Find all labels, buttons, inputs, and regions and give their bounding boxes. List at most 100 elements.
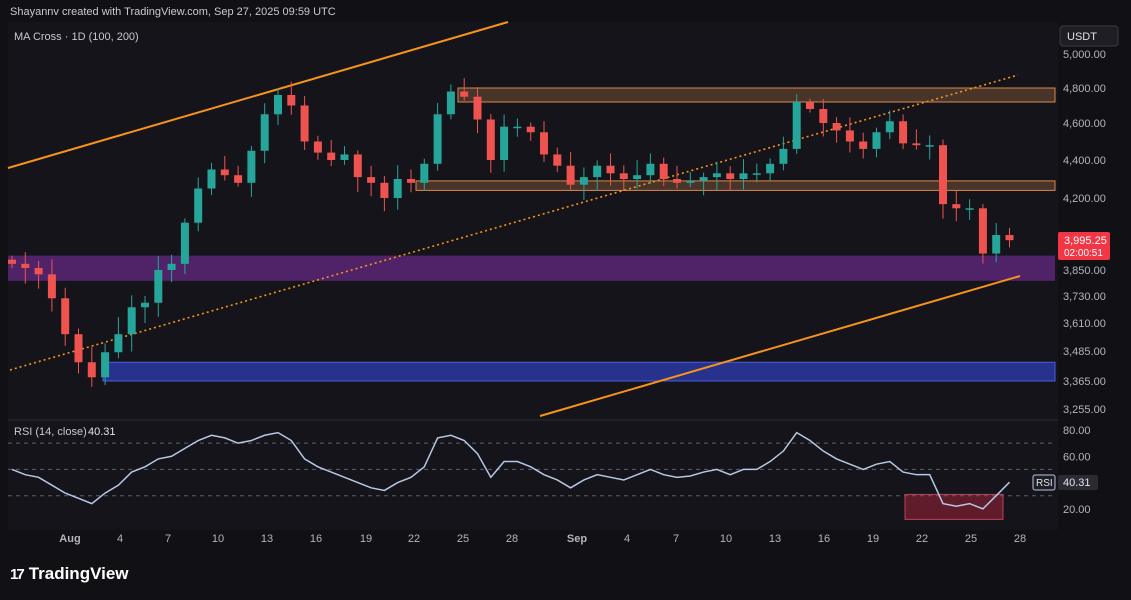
candle-body bbox=[779, 148, 788, 164]
price-tick-label: 3,255.00 bbox=[1063, 404, 1106, 416]
last-price-badge bbox=[1058, 232, 1110, 260]
candle-body bbox=[899, 121, 908, 144]
x-tick-label: 7 bbox=[673, 533, 679, 545]
candle-body bbox=[965, 208, 974, 210]
candle-body bbox=[579, 177, 588, 185]
support-zone-blue bbox=[102, 361, 1056, 382]
candle-body bbox=[673, 179, 681, 183]
candle-body bbox=[180, 222, 189, 264]
x-tick-label: 10 bbox=[720, 533, 732, 545]
x-tick-label: 16 bbox=[310, 533, 322, 545]
candle-body bbox=[540, 132, 548, 155]
candle-body bbox=[460, 91, 469, 97]
candle-body bbox=[633, 175, 642, 179]
x-tick-label: 13 bbox=[769, 533, 781, 545]
candle-body bbox=[832, 123, 841, 131]
x-tick-label: 10 bbox=[212, 533, 224, 545]
rsi-pane[interactable] bbox=[8, 422, 1058, 530]
rsi-tick-label: 60.00 bbox=[1063, 451, 1091, 463]
price-tick-label: 3,850.00 bbox=[1063, 265, 1106, 277]
candles-layer bbox=[8, 78, 1014, 387]
candle-body bbox=[327, 152, 336, 160]
rsi-line bbox=[11, 431, 1011, 510]
price-tick-label: 4,600.00 bbox=[1063, 118, 1106, 130]
candle-body bbox=[792, 102, 801, 149]
candle-body bbox=[712, 173, 721, 178]
price-scale[interactable] bbox=[1058, 22, 1131, 530]
candle-body bbox=[127, 307, 136, 335]
axis-layer: 5,000.00 4,800.00 4,600.00 4,400.00 4,200.00… bbox=[59, 49, 1106, 545]
candle-body bbox=[220, 169, 229, 176]
candle-body bbox=[513, 126, 522, 129]
price-tick-label: 3,730.00 bbox=[1063, 291, 1106, 303]
x-tick-label: 22 bbox=[408, 533, 420, 545]
candle-body bbox=[593, 165, 602, 178]
candle-body bbox=[500, 126, 509, 160]
candle-body bbox=[114, 334, 123, 353]
x-tick-label: 25 bbox=[965, 533, 977, 545]
x-tick-label: 13 bbox=[261, 533, 273, 545]
x-tick-label: Sep bbox=[567, 533, 587, 545]
candle-body bbox=[353, 154, 362, 178]
candle-body bbox=[739, 173, 748, 179]
candle-body bbox=[407, 179, 415, 183]
brand-name: TradingView bbox=[28, 564, 129, 583]
candle-body bbox=[646, 163, 655, 176]
candle-body bbox=[8, 259, 16, 264]
candle-body bbox=[486, 119, 495, 160]
x-tick-label: 16 bbox=[818, 533, 830, 545]
x-tick-label: 19 bbox=[867, 533, 879, 545]
x-tick-label: Aug bbox=[59, 533, 80, 545]
rsi-series-label: RSI bbox=[1036, 478, 1053, 489]
candle-body bbox=[872, 132, 881, 149]
candle-body bbox=[47, 274, 56, 299]
candle-body bbox=[287, 95, 296, 106]
candle-body bbox=[619, 173, 628, 179]
x-tick-label: 22 bbox=[916, 533, 928, 545]
candle-body bbox=[912, 143, 921, 146]
candle-body bbox=[300, 105, 309, 142]
candle-body bbox=[101, 352, 110, 378]
resistance-zone-upper bbox=[457, 87, 1056, 103]
rsi-layer bbox=[8, 431, 1055, 520]
x-tick-label: 28 bbox=[1014, 533, 1026, 545]
rsi-tick-label: 80.00 bbox=[1063, 425, 1091, 437]
tradingview-brand[interactable]: 17 TradingView bbox=[10, 564, 129, 584]
candle-body bbox=[726, 173, 735, 179]
candle-body bbox=[274, 95, 282, 115]
x-tick-label: 28 bbox=[506, 533, 518, 545]
candle-body bbox=[87, 362, 96, 378]
tradingview-logo-icon: 17 bbox=[10, 565, 25, 583]
candle-body bbox=[859, 141, 868, 149]
candle-body bbox=[313, 141, 322, 153]
x-tick-label: 19 bbox=[360, 533, 372, 545]
candle-body bbox=[247, 150, 256, 183]
price-pane[interactable] bbox=[8, 22, 1058, 422]
chart-caption: Shayannv created with TradingView.com, S… bbox=[10, 6, 336, 18]
candle-body bbox=[845, 130, 854, 142]
candle-body bbox=[699, 177, 708, 181]
candle-body bbox=[925, 145, 934, 147]
x-tick-label: 4 bbox=[624, 533, 630, 545]
candle-body bbox=[473, 96, 482, 120]
currency-badge[interactable] bbox=[1059, 25, 1119, 47]
candle-body bbox=[194, 188, 203, 223]
price-tick-label: 3,365.00 bbox=[1063, 376, 1106, 388]
candle-body bbox=[1005, 235, 1014, 241]
candle-body bbox=[367, 177, 376, 183]
price-tick-label: 3,485.00 bbox=[1063, 346, 1106, 358]
candle-body bbox=[234, 175, 243, 183]
candle-body bbox=[34, 267, 43, 275]
rsi-value-badge bbox=[1058, 475, 1098, 490]
candle-body bbox=[61, 298, 70, 335]
candle-body bbox=[566, 165, 575, 185]
candle-body bbox=[446, 91, 455, 115]
candle-body bbox=[526, 126, 535, 133]
last-price-value: 3,995.25 bbox=[1064, 235, 1107, 247]
candle-body bbox=[380, 182, 389, 198]
price-tick-label: 4,800.00 bbox=[1063, 83, 1106, 95]
price-tick-label: 3,610.00 bbox=[1063, 318, 1106, 330]
candle-body bbox=[819, 109, 828, 123]
candle-body bbox=[433, 114, 442, 164]
